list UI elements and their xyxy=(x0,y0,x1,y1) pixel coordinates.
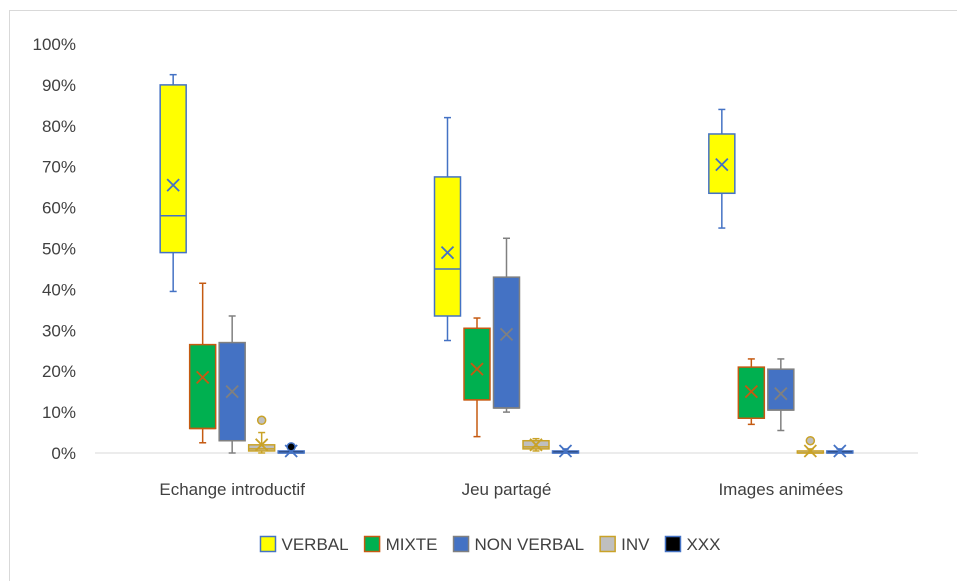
box-rect xyxy=(463,327,491,401)
series-verbal xyxy=(159,73,736,342)
box xyxy=(796,435,825,458)
legend-item-xxx: XXX xyxy=(664,535,721,554)
box xyxy=(433,116,462,342)
mean-marker xyxy=(499,327,514,342)
mean-marker xyxy=(470,362,484,376)
box xyxy=(188,282,217,444)
mean-marker xyxy=(196,370,210,384)
box xyxy=(277,442,305,458)
x-tick-label: Echange introductif xyxy=(159,480,305,499)
mean-marker xyxy=(166,178,180,192)
frame-border-left xyxy=(9,10,10,581)
box xyxy=(218,315,246,454)
legend-swatch xyxy=(452,535,470,553)
y-tick-label: 90% xyxy=(42,76,76,95)
box xyxy=(247,415,276,454)
series-xxx xyxy=(277,442,854,458)
series-inv xyxy=(247,415,825,458)
box xyxy=(522,437,550,452)
y-tick-label: 100% xyxy=(33,35,76,54)
y-tick-label: 70% xyxy=(42,158,76,177)
box xyxy=(159,73,187,293)
mean-marker xyxy=(558,444,573,458)
series-non-verbal xyxy=(218,237,795,454)
mean-marker xyxy=(774,387,788,401)
box xyxy=(551,444,580,458)
box xyxy=(492,237,521,413)
mean-marker xyxy=(803,444,817,458)
legend-label: XXX xyxy=(686,535,720,554)
series-mixte xyxy=(188,282,766,444)
y-tick-label: 0% xyxy=(51,444,76,463)
outlier-point xyxy=(805,435,816,446)
x-tick-label: Jeu partagé xyxy=(462,480,552,499)
mean-marker xyxy=(529,438,543,452)
box-rect xyxy=(433,176,462,317)
mean-marker xyxy=(744,385,758,399)
outlier-point xyxy=(286,442,296,452)
x-axis: Echange introductif Jeu partagé Images ani… xyxy=(95,452,918,499)
y-tick-label: 20% xyxy=(42,362,76,381)
x-tick-label: Images animées xyxy=(718,480,843,499)
legend-swatch xyxy=(363,535,381,553)
legend-swatch xyxy=(259,535,277,553)
box xyxy=(826,444,854,458)
legend-item-inv: INV xyxy=(599,535,650,554)
frame-border-top xyxy=(9,10,957,11)
box-rect xyxy=(188,343,217,430)
mean-marker xyxy=(255,438,269,452)
legend-swatch xyxy=(664,535,682,553)
legend-label: MIXTE xyxy=(386,535,438,554)
box xyxy=(708,108,736,229)
legend-label: VERBAL xyxy=(281,535,348,554)
box xyxy=(767,358,795,432)
legend-label: INV xyxy=(621,535,650,554)
plot-area xyxy=(159,73,854,458)
y-axis: 0% 10% 20% 30% 40% 50% 60% 70% 80% 90% 100% xyxy=(33,35,76,463)
legend: VERBAL MIXTE NON VERBAL INV XXX xyxy=(259,535,721,554)
y-tick-label: 80% xyxy=(42,117,76,136)
mean-marker xyxy=(715,158,729,172)
mean-marker xyxy=(833,444,847,458)
box-rect xyxy=(767,368,795,411)
legend-item-mixte: MIXTE xyxy=(363,535,438,554)
outlier-point xyxy=(256,415,267,426)
mean-marker xyxy=(225,385,239,399)
y-tick-label: 30% xyxy=(42,321,76,340)
y-tick-label: 40% xyxy=(42,280,76,299)
box xyxy=(737,358,766,426)
box-rect xyxy=(159,84,187,254)
y-tick-label: 60% xyxy=(42,199,76,218)
legend-item-non-verbal: NON VERBAL xyxy=(452,535,585,554)
mean-marker xyxy=(440,245,455,260)
y-tick-label: 50% xyxy=(42,240,76,259)
box-rect xyxy=(492,276,521,409)
y-tick-label: 10% xyxy=(42,403,76,422)
legend-item-verbal: VERBAL xyxy=(259,535,349,554)
legend-swatch xyxy=(599,535,616,553)
legend-label: NON VERBAL xyxy=(475,535,585,554)
box xyxy=(463,317,491,438)
